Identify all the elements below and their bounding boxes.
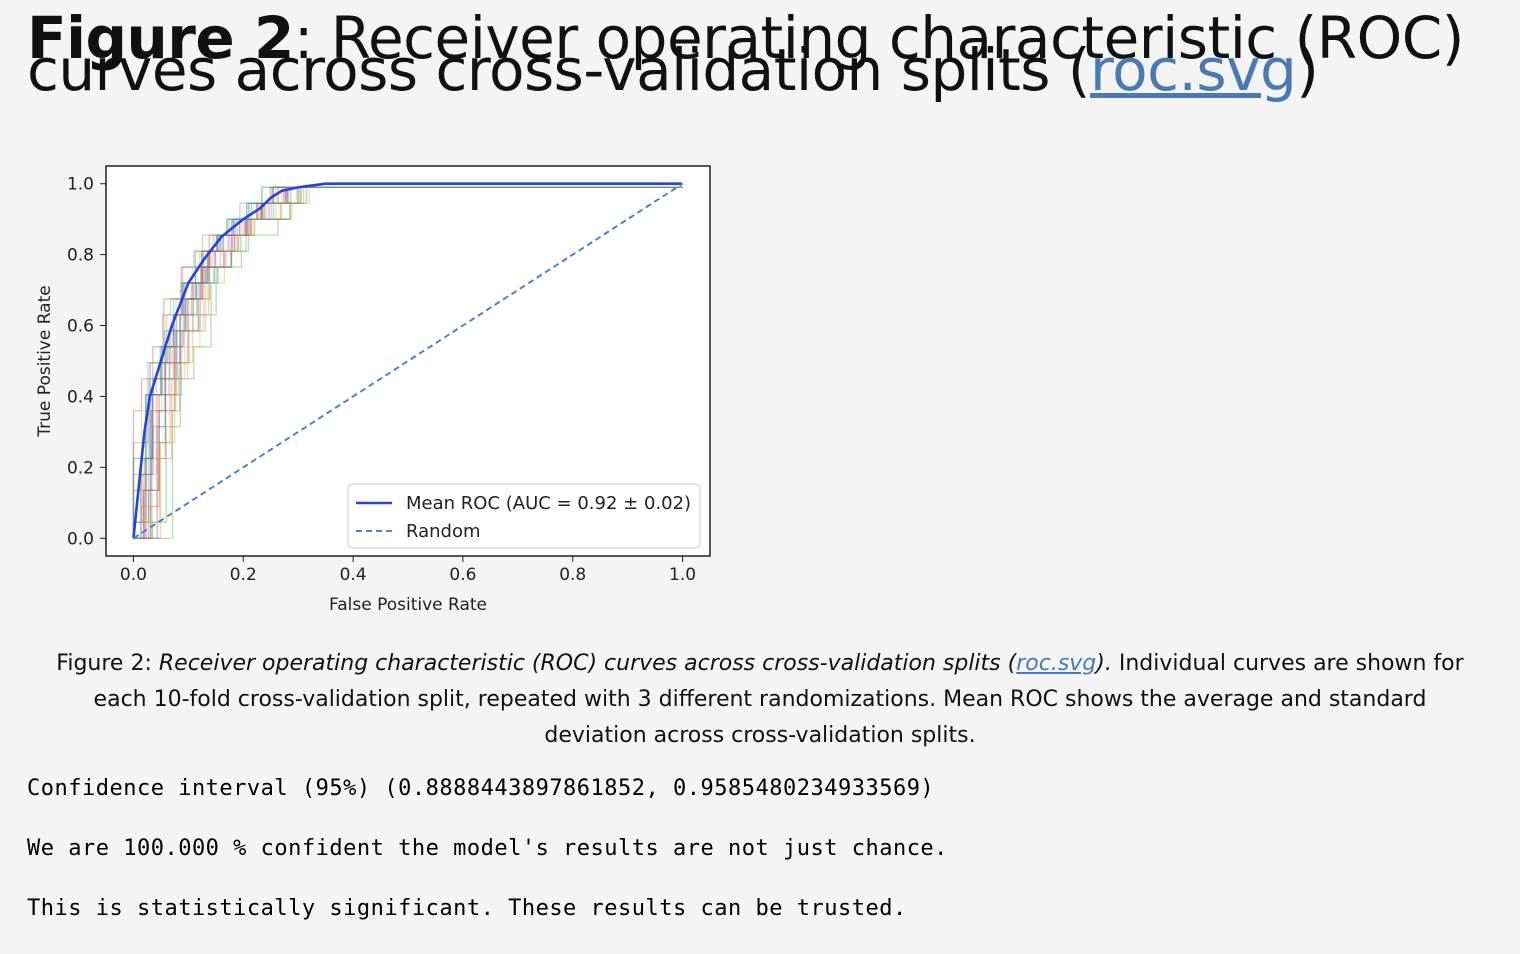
page-heading: Figure 2: Receiver operating characteris… bbox=[27, 9, 1497, 99]
fold-roc-curve bbox=[133, 186, 683, 539]
fold-roc-curve bbox=[133, 186, 683, 539]
x-tick-label: 0.8 bbox=[559, 565, 586, 585]
fold-roc-curve bbox=[132, 186, 683, 539]
y-axis-label: True Positive Rate bbox=[35, 285, 55, 437]
fold-roc-curve bbox=[133, 186, 683, 539]
y-tick-label: 0.4 bbox=[67, 387, 94, 407]
roc-chart: 0.0 0.2 0.4 0.6 0.8 1.0 0.0 0.2 0.4 0.6 0.8 1.0 Fal… bbox=[35, 165, 711, 615]
caption-roc-link[interactable]: roc.svg bbox=[1016, 651, 1097, 676]
output-significance: This is statistically significant. These… bbox=[27, 896, 907, 921]
y-tick-label: 0.0 bbox=[67, 529, 94, 549]
fold-roc-curve bbox=[132, 186, 683, 539]
y-tick-label: 0.6 bbox=[67, 317, 94, 337]
y-tick-label: 0.8 bbox=[67, 246, 94, 266]
fold-roc-curve bbox=[132, 186, 683, 539]
fold-roc-curve bbox=[133, 186, 683, 539]
output-confidence-interval: Confidence interval (95%) (0.88884438978… bbox=[27, 776, 935, 801]
caption-text: Individual curves are shown for each 10-… bbox=[93, 651, 1464, 748]
axis-ticks: 0.0 0.2 0.4 0.6 0.8 1.0 0.0 0.2 0.4 0.6 0.8 1.0 bbox=[67, 175, 696, 585]
caption-italic: Receiver operating characteristic (ROC) … bbox=[158, 651, 1017, 676]
fold-roc-curve bbox=[133, 186, 683, 539]
fold-roc-curve bbox=[133, 186, 683, 539]
fold-roc-curve bbox=[132, 186, 683, 539]
fold-roc-curve bbox=[133, 186, 683, 539]
fold-roc-curve bbox=[132, 186, 683, 539]
fold-roc-curve bbox=[133, 186, 683, 539]
fold-roc-curve bbox=[133, 186, 683, 539]
x-axis-label: False Positive Rate bbox=[329, 595, 487, 615]
fold-roc-curve bbox=[133, 186, 683, 539]
x-tick-label: 0.2 bbox=[230, 565, 257, 585]
legend-box bbox=[347, 483, 701, 549]
random-line bbox=[132, 182, 684, 540]
y-tick-label: 0.2 bbox=[67, 458, 94, 478]
fold-roc-curve bbox=[132, 186, 683, 539]
x-tick-label: 0.6 bbox=[449, 565, 476, 585]
fold-roc-curve bbox=[132, 186, 683, 539]
figure-caption: Figure 2: Receiver operating characteris… bbox=[40, 646, 1480, 754]
fold-roc-curve bbox=[133, 186, 683, 539]
heading-title: : Receiver operating characteristic (ROC… bbox=[27, 4, 1464, 104]
fold-roc-curve bbox=[133, 186, 683, 539]
fold-roc-curve bbox=[132, 186, 683, 539]
caption-sep: : bbox=[144, 651, 159, 676]
fold-roc-curve bbox=[133, 186, 683, 539]
x-tick-label: 1.0 bbox=[669, 565, 696, 585]
caption-italic-close: ). bbox=[1096, 651, 1112, 676]
fold-roc-curve bbox=[132, 186, 683, 539]
fold-roc-curve bbox=[133, 186, 683, 539]
x-tick-label: 0.4 bbox=[340, 565, 367, 585]
heading-close: ) bbox=[1296, 36, 1319, 104]
chart-legend: Mean ROC (AUC = 0.92 ± 0.02) Random bbox=[347, 483, 701, 549]
x-tick-label: 0.0 bbox=[120, 565, 147, 585]
series-lines bbox=[132, 182, 684, 540]
mean-roc-line bbox=[132, 182, 683, 539]
y-tick-label: 1.0 bbox=[67, 175, 94, 195]
legend-entry: Mean ROC (AUC = 0.92 ± 0.02) bbox=[406, 493, 691, 514]
fold-roc-curve bbox=[132, 186, 683, 539]
heading-roc-link[interactable]: roc.svg bbox=[1090, 36, 1297, 104]
legend-entry: Random bbox=[406, 521, 481, 542]
fold-roc-curve bbox=[132, 186, 683, 539]
caption-figure-label: Figure 2 bbox=[56, 651, 145, 676]
fold-roc-curve bbox=[133, 186, 683, 539]
output-confidence-statement: We are 100.000 % confident the model's r… bbox=[27, 836, 948, 861]
fold-roc-curve bbox=[133, 186, 683, 539]
